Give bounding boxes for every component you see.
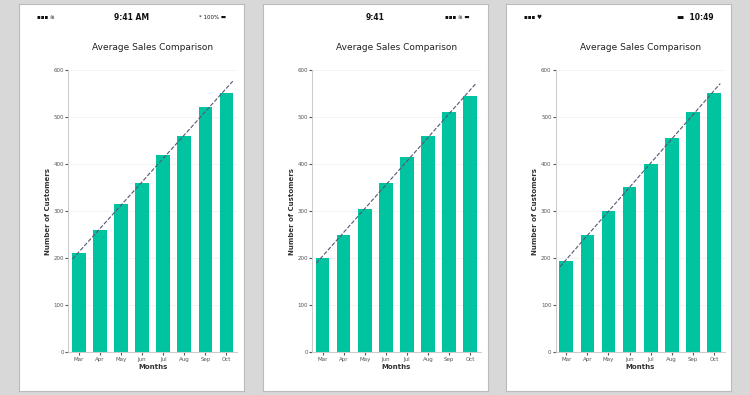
Text: 9:41: 9:41	[365, 13, 385, 22]
Bar	[337, 235, 350, 352]
Bar	[220, 93, 233, 352]
X-axis label: Months: Months	[138, 364, 167, 370]
Text: * 100% ▬: * 100% ▬	[199, 15, 226, 20]
X-axis label: Months: Months	[626, 364, 655, 370]
Bar	[178, 136, 191, 352]
X-axis label: Months: Months	[382, 364, 411, 370]
Bar	[358, 209, 371, 352]
Text: 9:41 AM: 9:41 AM	[114, 13, 148, 22]
Text: ▪▪▪ ≋ ▬: ▪▪▪ ≋ ▬	[445, 15, 470, 20]
Bar	[464, 96, 477, 352]
Title: Average Sales Comparison: Average Sales Comparison	[580, 43, 700, 52]
Bar	[199, 107, 212, 352]
Y-axis label: Number of Customers: Number of Customers	[289, 167, 295, 254]
Bar	[686, 112, 700, 352]
Text: ▬  10:49: ▬ 10:49	[676, 13, 713, 22]
Bar	[580, 235, 594, 352]
Bar	[602, 211, 615, 352]
Title: Average Sales Comparison: Average Sales Comparison	[336, 43, 457, 52]
Bar	[72, 254, 86, 352]
Bar	[560, 260, 573, 352]
Bar	[442, 112, 456, 352]
Bar	[135, 183, 149, 352]
Bar	[644, 164, 658, 352]
Bar	[665, 138, 679, 352]
Bar	[93, 230, 106, 352]
Bar	[316, 258, 329, 352]
Bar	[379, 183, 393, 352]
Bar	[622, 188, 637, 352]
Bar	[400, 157, 414, 352]
Text: ▪▪▪ ♥: ▪▪▪ ♥	[524, 15, 542, 20]
Y-axis label: Number of Customers: Number of Customers	[532, 167, 538, 254]
Bar	[114, 204, 128, 352]
Text: ▪▪▪ ≋: ▪▪▪ ≋	[37, 15, 55, 20]
Title: Average Sales Comparison: Average Sales Comparison	[92, 43, 213, 52]
Y-axis label: Number of Customers: Number of Customers	[45, 167, 51, 254]
Bar	[707, 93, 721, 352]
Bar	[156, 154, 170, 352]
Bar	[422, 136, 435, 352]
